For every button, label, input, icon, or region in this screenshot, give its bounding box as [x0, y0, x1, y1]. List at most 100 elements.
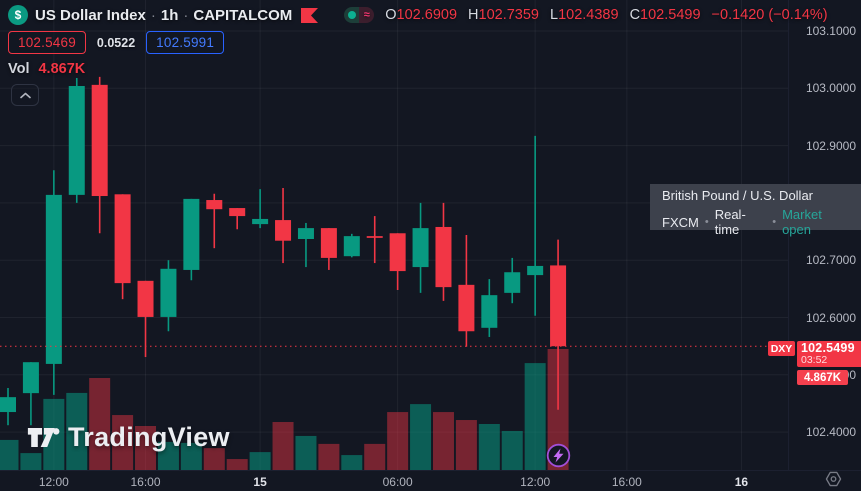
title-separator: · — [150, 6, 156, 24]
candle-body — [343, 236, 360, 257]
feed-label: Real-time — [714, 207, 746, 237]
symbol-info-meta: FXCM • Real-time • Market open — [650, 205, 861, 239]
volume-bar — [318, 443, 340, 470]
data-status-pill[interactable]: ≈ — [344, 7, 375, 23]
open-value: 102.6909 — [396, 7, 458, 23]
candle-body — [137, 280, 154, 317]
volume-bar — [341, 455, 363, 470]
volume-bar — [112, 415, 134, 470]
open-label: O — [385, 7, 397, 23]
last-price-tag: 102.5499 03:52 — [797, 341, 861, 367]
volume-label: Vol — [8, 61, 30, 77]
time-axis-label: 15 — [253, 475, 267, 489]
close-value: 102.5499 — [640, 7, 701, 23]
last-price-value: 102.5499 — [801, 341, 855, 355]
volume-bar — [66, 392, 88, 470]
chevron-up-icon — [19, 92, 31, 98]
candle-body — [160, 268, 177, 317]
market-status-label: Market open — [782, 207, 822, 237]
volume-bar — [478, 424, 500, 470]
candle-body — [481, 295, 498, 328]
price-axis-label: 102.7000 — [805, 253, 856, 268]
candle-body — [229, 208, 246, 217]
candles-layer — [0, 76, 567, 426]
volume-bar — [43, 398, 65, 470]
volume-value: 4.867K — [38, 61, 86, 77]
candle-body — [504, 272, 521, 293]
volume-bar — [432, 412, 454, 470]
buy-button[interactable]: 102.5991 — [146, 31, 225, 54]
bullet-icon: • — [704, 216, 709, 228]
sell-button[interactable]: 102.5469 — [8, 31, 86, 54]
volume-bar — [501, 430, 523, 470]
candle-body — [68, 86, 85, 195]
candle-body — [435, 226, 452, 288]
low-label: L — [550, 7, 559, 23]
volume-bar — [20, 453, 42, 470]
watermark-text: TradingView — [68, 422, 230, 452]
bar-countdown: 03:52 — [801, 354, 828, 366]
symbol-name: US Dollar Index — [35, 6, 146, 24]
connection-dot-icon — [344, 7, 360, 23]
close-label: C — [629, 7, 641, 23]
high-value: 102.7359 — [478, 7, 539, 23]
symbol-price-badge: DXY — [768, 341, 795, 356]
symbol-title[interactable]: US Dollar Index · 1h · CAPITALCOM — [35, 7, 292, 24]
exchange-label: CAPITALCOM — [193, 6, 293, 24]
time-axis[interactable]: 12:00 16:00 15 06:00 12:00 16:00 16 — [0, 470, 861, 491]
candle-body — [275, 220, 292, 241]
symbol-info-title: British Pound / U.S. Dollar — [662, 188, 814, 203]
axis-settings-button[interactable] — [822, 469, 844, 489]
volume-legend: Vol 4.867K — [8, 61, 85, 77]
candle-body — [458, 284, 475, 332]
volume-bar — [524, 363, 546, 470]
bullet-icon: • — [772, 216, 777, 228]
volume-bar — [89, 378, 111, 470]
candle-body — [0, 397, 16, 413]
candle-body — [206, 200, 223, 210]
candle-body — [389, 233, 406, 272]
capitalcom-broker-flag-icon[interactable] — [301, 7, 319, 23]
volume-bar — [272, 422, 294, 470]
symbol-logo-icon: $ — [8, 5, 28, 25]
candle-body — [114, 194, 131, 284]
volume-bar — [249, 452, 271, 470]
candle-body — [45, 194, 62, 364]
time-axis-label: 12:00 — [520, 475, 551, 489]
candle-body — [527, 265, 544, 276]
volume-bar — [387, 412, 409, 470]
candle-body — [412, 228, 429, 268]
candle-body — [320, 228, 337, 258]
time-axis-label: 12:00 — [38, 475, 69, 489]
high-label: H — [468, 7, 479, 23]
instant-trading-button[interactable] — [546, 443, 571, 468]
time-axis-label: 06:00 — [382, 475, 413, 489]
candle-body — [297, 228, 314, 239]
candle-body — [550, 265, 567, 347]
time-axis-label: 16:00 — [611, 475, 642, 489]
volume-bar — [203, 448, 225, 470]
tradingview-watermark[interactable]: TradingView — [26, 422, 230, 453]
volume-bar — [226, 459, 248, 470]
change-value: −0.1420 (−0.14%) — [711, 7, 828, 23]
volume-bar — [157, 441, 179, 470]
price-axis-label: 102.9000 — [805, 138, 856, 153]
interval-label: 1h — [160, 6, 179, 24]
volume-layer — [0, 349, 569, 470]
volume-axis-tag: 4.867K — [797, 370, 848, 385]
candle-body — [22, 362, 39, 394]
price-axis-label: 102.4000 — [805, 425, 856, 440]
volume-bar — [180, 442, 202, 470]
time-axis-label: 16:00 — [130, 475, 161, 489]
chart-legend: $ US Dollar Index · 1h · CAPITALCOM ≈ O1… — [8, 4, 828, 26]
ohlc-readout: O102.6909 H102.7359 L102.4389 C102.5499 … — [385, 7, 827, 23]
candle-body — [366, 236, 383, 238]
lightning-bolt-icon — [546, 443, 571, 468]
legend-collapse-button[interactable] — [11, 84, 39, 106]
price-axis-label: 103.0000 — [805, 81, 856, 96]
trade-panel: 102.5469 0.0522 102.5991 — [8, 31, 225, 54]
symbol-info-card: British Pound / U.S. Dollar FXCM • Real-… — [650, 184, 861, 237]
low-value: 102.4389 — [558, 7, 619, 23]
